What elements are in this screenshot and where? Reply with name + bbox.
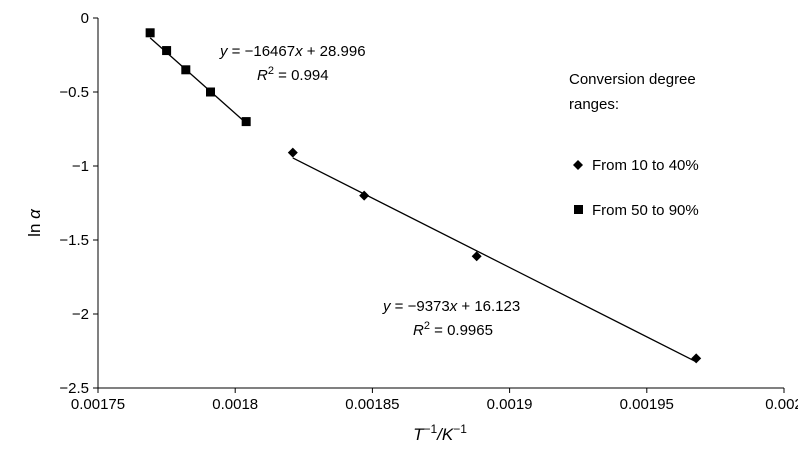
equation-50-90-rest: = −16467	[228, 43, 296, 60]
x-axis-title-sup2: −1	[453, 422, 467, 436]
x-tick-label: 0.00195	[620, 396, 674, 413]
equation-10-40-x: x	[449, 298, 458, 315]
y-tick-label: −0.5	[59, 84, 89, 101]
r2-50-90-r: R	[257, 67, 268, 84]
y-tick-label: −1	[72, 158, 89, 175]
equation-10-40-y: y	[382, 298, 392, 315]
x-axis-title-main: T	[413, 425, 425, 444]
r2-50-90-sup: 2	[268, 65, 274, 77]
legend-title-line-2: ranges:	[569, 96, 619, 113]
legend-label-10-40: From 10 to 40%	[592, 157, 699, 174]
y-axis-title: ln α	[25, 208, 44, 237]
equation-10-40: y = −9373x + 16.123	[382, 298, 520, 315]
legend-square-marker	[574, 205, 583, 214]
legend-title-line-1: Conversion degree	[569, 71, 696, 88]
x-tick-label: 0.00185	[345, 396, 399, 413]
equation-50-90-tail: + 28.996	[303, 43, 366, 60]
data-point-diamond	[471, 251, 482, 262]
x-tick-label: 0.002	[765, 396, 798, 413]
trendline	[292, 157, 697, 363]
r2-10-40-value: = 0.9965	[430, 322, 493, 339]
y-tick-label: −1.5	[59, 232, 89, 249]
data-point-diamond	[359, 190, 370, 201]
equation-50-90: y = −16467x + 28.996	[219, 43, 366, 60]
y-axis-title-prefix: ln	[25, 219, 44, 237]
equation-50-90-x: x	[294, 43, 303, 60]
y-axis-title-symbol: α	[25, 208, 44, 219]
legend: Conversion degree ranges: From 10 to 40%…	[569, 71, 699, 219]
x-axis-title-sup1: −1	[423, 422, 437, 436]
data-point-diamond	[691, 353, 702, 364]
x-tick-label: 0.0019	[487, 396, 533, 413]
x-tick-label: 0.00175	[71, 396, 125, 413]
data-point-square	[145, 28, 155, 38]
r2-10-40-sup: 2	[424, 320, 430, 332]
data-point-square	[162, 46, 172, 56]
x-tick-label: 0.0018	[212, 396, 258, 413]
equation-50-90-y: y	[219, 43, 229, 60]
equation-10-40-tail: + 16.123	[457, 298, 520, 315]
r2-10-40: R2 = 0.9965	[413, 320, 493, 339]
y-tick-label: 0	[81, 10, 89, 27]
data-point-square	[241, 117, 251, 127]
legend-diamond-marker	[573, 160, 583, 170]
data-point-diamond	[287, 147, 298, 158]
r2-50-90: R2 = 0.994	[257, 65, 329, 84]
equation-10-40-rest: = −9373	[391, 298, 450, 315]
x-axis-title-mid: /K	[436, 425, 454, 444]
r2-10-40-r: R	[413, 322, 424, 339]
data-points	[145, 28, 702, 364]
y-tick-label: −2.5	[59, 380, 89, 397]
data-point-square	[181, 65, 191, 75]
axes: 0 −0.5 −1 −1.5 −2 −2.50.00175 0.0018 0.00185 0.0…	[59, 10, 798, 413]
legend-label-50-90: From 50 to 90%	[592, 202, 699, 219]
y-tick-label: −2	[72, 306, 89, 323]
data-point-square	[206, 87, 216, 97]
r2-50-90-value: = 0.994	[274, 67, 329, 84]
x-axis-title: T−1/K−1	[413, 422, 467, 444]
